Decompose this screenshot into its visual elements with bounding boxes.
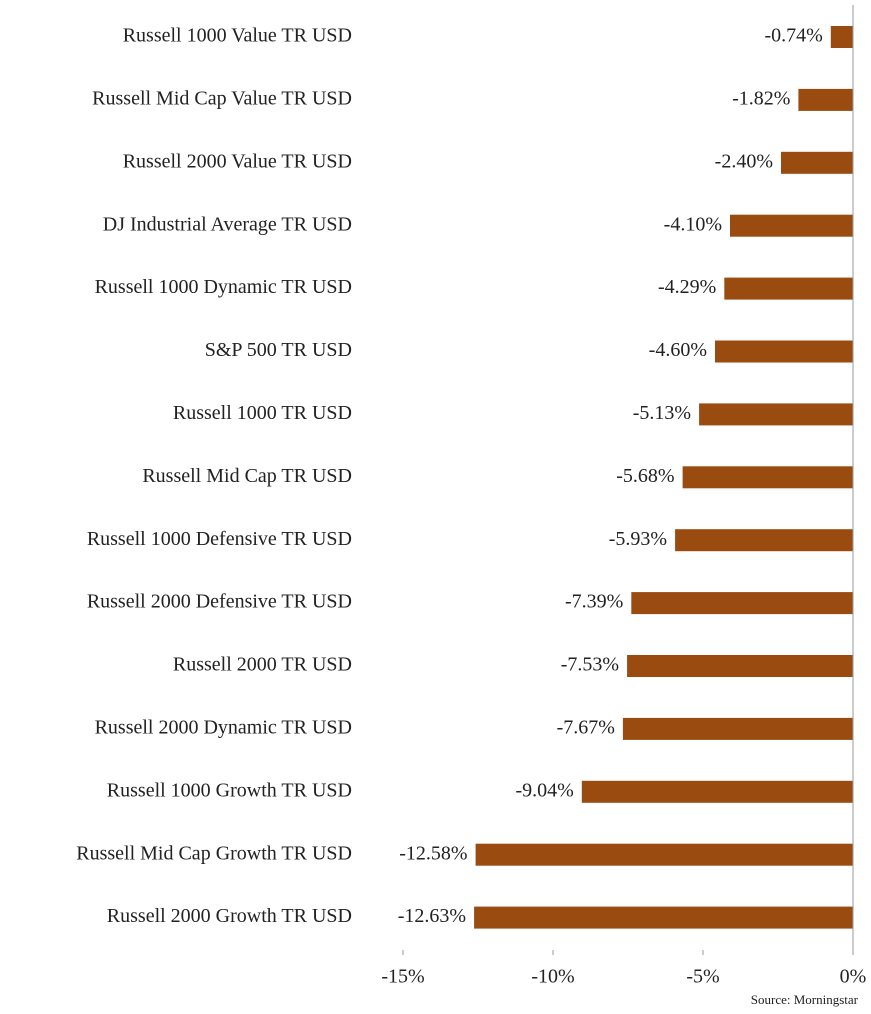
x-tick-label: -10%: [531, 966, 574, 988]
value-label: -7.53%: [561, 654, 619, 676]
y-tick-label: Russell 1000 Growth TR USD: [107, 779, 352, 801]
bar: [798, 88, 853, 111]
y-tick-label: Russell Mid Cap TR USD: [142, 465, 352, 487]
value-label: -5.13%: [633, 402, 691, 424]
y-tick-label: Russell Mid Cap Growth TR USD: [76, 842, 352, 864]
value-label: -5.68%: [616, 465, 674, 487]
y-tick-label: Russell 1000 Defensive TR USD: [87, 528, 352, 550]
bar: [675, 529, 853, 552]
bar: [730, 214, 853, 237]
bar: [715, 340, 853, 363]
value-label: -0.74%: [764, 25, 822, 47]
y-tick-label: Russell 2000 Growth TR USD: [107, 905, 352, 927]
bar: [781, 151, 853, 174]
y-tick-label: Russell 2000 Defensive TR USD: [87, 591, 352, 613]
bar: [682, 466, 853, 489]
value-label: -12.63%: [398, 905, 466, 927]
value-label: -4.29%: [658, 276, 716, 298]
value-label: -7.39%: [565, 591, 623, 613]
x-tick-label: -15%: [381, 966, 424, 988]
bar: [474, 906, 853, 929]
y-tick-label: Russell 1000 Dynamic TR USD: [95, 276, 352, 298]
value-label: -9.04%: [515, 779, 573, 801]
bar: [622, 717, 853, 740]
bar: [724, 277, 853, 300]
bar: [581, 780, 853, 803]
source-note: Source: Morningstar: [751, 992, 859, 1007]
y-tick-label: Russell 1000 Value TR USD: [123, 25, 352, 47]
y-tick-label: Russell 2000 TR USD: [173, 654, 352, 676]
value-label: -5.93%: [609, 528, 667, 550]
value-label: -7.67%: [557, 716, 615, 738]
y-tick-label: DJ Industrial Average TR USD: [103, 213, 352, 235]
value-label: -1.82%: [732, 87, 790, 109]
value-label: -4.10%: [664, 213, 722, 235]
y-tick-label: Russell 1000 TR USD: [173, 402, 352, 424]
bar: [475, 843, 853, 866]
y-tick-label: Russell Mid Cap Value TR USD: [92, 87, 352, 109]
value-label: -2.40%: [715, 150, 773, 172]
y-tick-label: Russell 2000 Value TR USD: [123, 150, 352, 172]
bar: [830, 26, 853, 48]
x-tick-label: -5%: [686, 966, 719, 988]
value-label: -4.60%: [649, 339, 707, 361]
x-tick-label: 0%: [840, 966, 867, 988]
bar: [631, 592, 853, 615]
bar: [627, 655, 853, 677]
value-label: -12.58%: [399, 842, 467, 864]
bar: [699, 403, 853, 426]
y-tick-label: S&P 500 TR USD: [205, 339, 352, 361]
y-tick-label: Russell 2000 Dynamic TR USD: [95, 716, 352, 738]
